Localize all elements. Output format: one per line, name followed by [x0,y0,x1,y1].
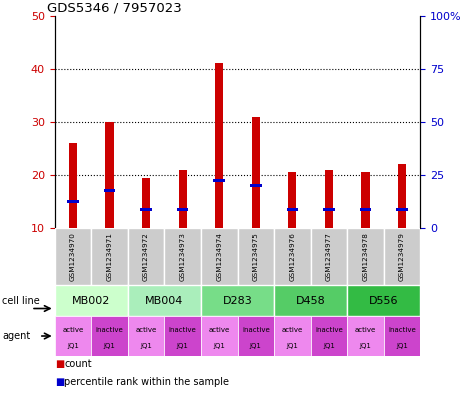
Text: D283: D283 [223,296,252,306]
Text: D556: D556 [369,296,399,306]
Bar [179,170,187,228]
Bar [325,170,333,228]
Bar [91,316,128,356]
Bar [323,208,335,211]
Text: MB002: MB002 [72,296,110,306]
Text: inactive: inactive [315,327,343,333]
Text: GSM1234979: GSM1234979 [399,232,405,281]
Text: inactive: inactive [169,327,197,333]
Bar [361,172,370,228]
Bar [347,285,420,316]
Text: active: active [209,327,230,333]
Bar [384,228,420,285]
Text: active: active [62,327,84,333]
Bar [311,316,347,356]
Text: JQ1: JQ1 [177,343,189,349]
Bar [360,208,371,211]
Text: percentile rank within the sample: percentile rank within the sample [64,377,229,387]
Text: JQ1: JQ1 [250,343,262,349]
Bar [238,228,274,285]
Bar [69,143,77,228]
Bar [398,164,406,228]
Bar [213,178,225,182]
Text: JQ1: JQ1 [213,343,225,349]
Text: ■: ■ [55,358,64,369]
Text: JQ1: JQ1 [140,343,152,349]
Bar [274,228,311,285]
Text: JQ1: JQ1 [104,343,115,349]
Text: MB004: MB004 [145,296,183,306]
Bar [311,228,347,285]
Text: active: active [355,327,376,333]
Bar [215,64,223,228]
Bar [164,316,201,356]
Bar [55,228,91,285]
Bar [201,228,238,285]
Text: active: active [135,327,157,333]
Bar [238,316,274,356]
Bar [252,116,260,228]
Text: JQ1: JQ1 [323,343,335,349]
Text: GSM1234978: GSM1234978 [362,232,369,281]
Text: inactive: inactive [388,327,416,333]
Bar [274,316,311,356]
Bar [91,228,128,285]
Text: JQ1: JQ1 [286,343,298,349]
Bar [384,316,420,356]
Text: GSM1234970: GSM1234970 [70,232,76,281]
Bar [67,200,79,203]
Text: inactive: inactive [242,327,270,333]
Text: GSM1234973: GSM1234973 [180,232,186,281]
Bar [128,316,164,356]
Text: GDS5346 / 7957023: GDS5346 / 7957023 [48,2,182,15]
Bar [347,228,384,285]
Text: GSM1234975: GSM1234975 [253,232,259,281]
Text: active: active [282,327,303,333]
Text: GSM1234977: GSM1234977 [326,232,332,281]
Bar [201,285,274,316]
Bar [104,189,115,193]
Bar [55,316,91,356]
Bar [55,285,128,316]
Bar [105,122,114,228]
Bar [347,316,384,356]
Bar [140,208,152,211]
Bar [201,316,238,356]
Text: GSM1234972: GSM1234972 [143,232,149,281]
Text: GSM1234974: GSM1234974 [216,232,222,281]
Text: GSM1234971: GSM1234971 [106,232,113,281]
Bar [396,208,408,211]
Bar [288,172,296,228]
Text: cell line: cell line [2,296,40,306]
Bar [286,208,298,211]
Text: agent: agent [2,331,30,341]
Text: JQ1: JQ1 [67,343,79,349]
Bar [177,208,189,211]
Bar [128,228,164,285]
Text: GSM1234976: GSM1234976 [289,232,295,281]
Bar [142,178,150,228]
Text: inactive: inactive [95,327,124,333]
Bar [250,184,262,187]
Text: JQ1: JQ1 [360,343,371,349]
Text: JQ1: JQ1 [396,343,408,349]
Bar [128,285,201,316]
Text: count: count [64,358,92,369]
Bar [274,285,347,316]
Text: ■: ■ [55,377,64,387]
Bar [164,228,201,285]
Text: D458: D458 [296,296,325,306]
